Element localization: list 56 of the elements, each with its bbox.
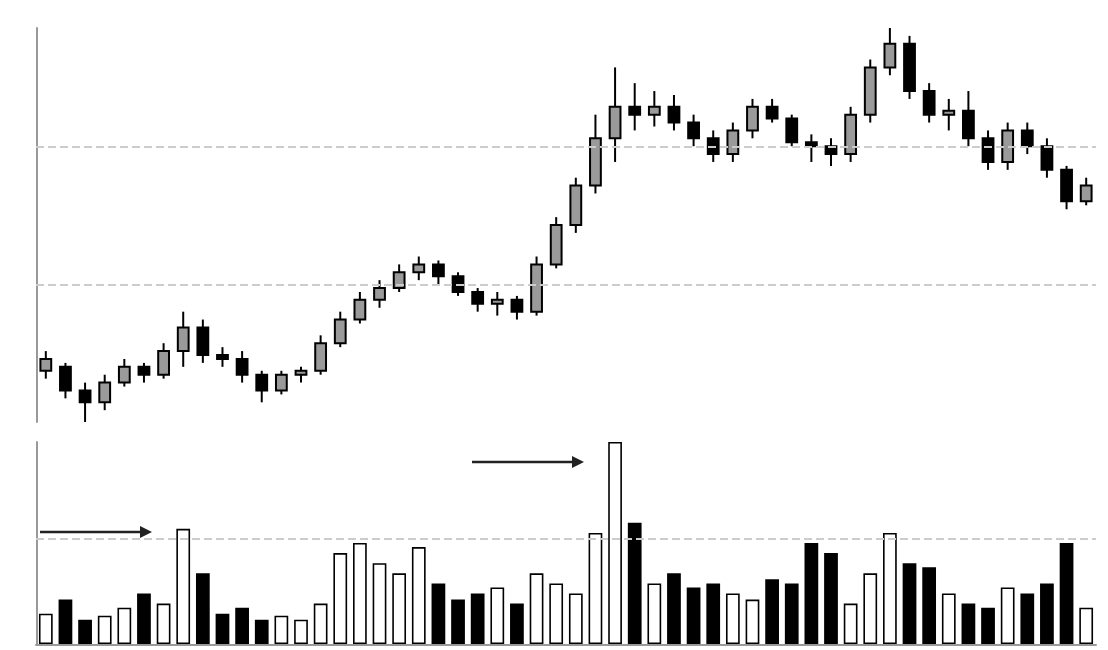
bar xyxy=(411,547,426,644)
bar xyxy=(294,619,308,644)
bar xyxy=(765,579,779,644)
candlestick xyxy=(608,66,622,163)
bar xyxy=(883,532,897,644)
bar xyxy=(843,603,858,644)
bar xyxy=(549,583,564,644)
bar xyxy=(804,543,819,644)
bar xyxy=(431,583,446,644)
candlestick xyxy=(647,90,661,128)
bar xyxy=(922,567,937,644)
bar xyxy=(686,587,701,644)
bar xyxy=(392,573,407,644)
bar xyxy=(333,553,348,644)
bar xyxy=(745,599,760,644)
bar xyxy=(137,593,151,644)
bar xyxy=(38,613,53,644)
bar xyxy=(1079,607,1094,644)
bar xyxy=(627,522,642,644)
bar xyxy=(902,563,917,644)
bar xyxy=(215,613,230,644)
bar xyxy=(784,583,799,644)
bar xyxy=(78,619,92,644)
bar xyxy=(254,619,269,644)
bar xyxy=(961,603,976,644)
bar xyxy=(706,583,721,644)
bar xyxy=(588,532,603,644)
bar xyxy=(156,603,171,644)
bar xyxy=(725,593,740,644)
bar xyxy=(313,603,328,644)
bar xyxy=(353,543,367,644)
bar xyxy=(470,593,485,644)
bar xyxy=(1059,543,1074,644)
bar xyxy=(1040,583,1054,644)
bar xyxy=(667,573,681,644)
bar xyxy=(176,528,191,644)
bar xyxy=(235,607,249,644)
bar xyxy=(451,599,465,644)
bar xyxy=(1000,587,1015,644)
bar xyxy=(117,607,132,644)
bar xyxy=(941,593,956,644)
bar xyxy=(824,553,838,644)
bar xyxy=(647,583,662,644)
bar xyxy=(1020,593,1035,644)
bar xyxy=(863,573,878,644)
bar xyxy=(195,573,210,644)
bar xyxy=(58,599,73,644)
bar xyxy=(608,442,622,644)
bar xyxy=(372,563,387,644)
bar xyxy=(981,607,995,644)
bar xyxy=(510,603,524,644)
bar xyxy=(274,615,289,644)
bar xyxy=(97,615,112,644)
bar xyxy=(490,587,505,644)
bar xyxy=(568,593,583,644)
bar xyxy=(529,573,544,644)
